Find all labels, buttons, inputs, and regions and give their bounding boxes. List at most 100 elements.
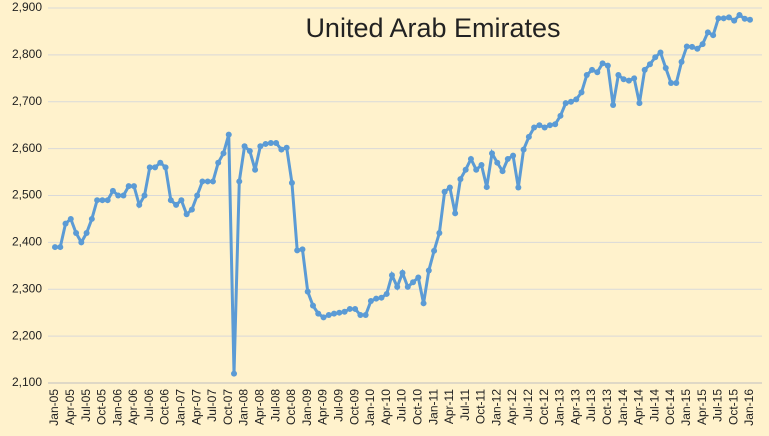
data-point [215, 159, 222, 166]
data-point [167, 197, 174, 204]
data-point [99, 197, 106, 204]
x-tick-label: Oct-15 [726, 389, 740, 425]
data-point [668, 80, 675, 86]
data-point [720, 15, 727, 22]
data-point [441, 188, 448, 195]
x-tick-label: Apr-05 [63, 389, 77, 425]
data-point [562, 100, 569, 107]
data-point [394, 283, 401, 290]
data-point [352, 305, 359, 312]
data-point [725, 14, 732, 21]
x-tick-label: Apr-11 [442, 389, 456, 424]
data-point [641, 66, 648, 73]
data-point [331, 310, 338, 317]
data-point [115, 192, 122, 199]
x-tick-label: Jan-13 [553, 389, 567, 426]
data-point [631, 75, 638, 82]
data-point [67, 215, 74, 222]
x-tick-label: Apr-09 [316, 389, 330, 425]
data-point [252, 166, 259, 173]
x-tick-label: Jul-07 [205, 389, 219, 422]
data-point [594, 69, 601, 76]
data-point [531, 124, 538, 131]
data-point [625, 77, 632, 84]
chart-title: United Arab Emirates [305, 13, 560, 43]
y-tick-label: 2,600 [12, 141, 42, 155]
y-tick-label: 2,800 [12, 47, 42, 61]
x-tick-label: Apr-07 [189, 389, 203, 425]
x-tick-label: Jul-09 [331, 389, 345, 422]
data-point [304, 288, 311, 295]
x-tick-label: Jan-11 [426, 389, 440, 425]
x-tick-label: Jul-13 [584, 389, 598, 422]
data-point [204, 178, 211, 185]
data-point [83, 230, 90, 236]
data-point [673, 80, 680, 86]
data-point [483, 184, 490, 191]
data-point [552, 121, 559, 128]
x-tick-label: Apr-12 [505, 389, 519, 425]
x-tick-label: Jul-12 [521, 389, 535, 422]
x-tick-label: Apr-06 [126, 389, 140, 425]
data-point [399, 269, 406, 276]
data-point [504, 155, 511, 162]
data-point [73, 230, 80, 236]
grid [48, 7, 762, 384]
data-point [410, 279, 417, 286]
x-tick-label: Oct-14 [663, 389, 677, 425]
data-point [373, 295, 380, 302]
data-point [736, 12, 743, 19]
data-point [741, 15, 748, 22]
data-point [283, 144, 290, 151]
data-point [267, 140, 274, 146]
data-point [615, 72, 622, 79]
data-point [678, 58, 685, 65]
data-point [657, 49, 664, 56]
data-point [388, 272, 395, 279]
data-point [510, 152, 517, 159]
data-point [109, 187, 116, 194]
y-tick-label: 2,200 [12, 328, 42, 342]
data-point [236, 178, 243, 185]
data-point [694, 45, 701, 52]
data-point [731, 17, 738, 24]
y-tick-label: 2,700 [12, 94, 42, 108]
data-point [710, 32, 717, 39]
data-point [209, 178, 216, 185]
data-point [683, 43, 690, 50]
data-point [362, 312, 369, 319]
x-tick-label: Apr-13 [568, 389, 582, 425]
x-tick-label: Oct-10 [410, 389, 424, 425]
data-point [152, 164, 159, 171]
x-tick-label: Jul-15 [711, 389, 725, 422]
data-point [589, 66, 596, 73]
data-point [494, 159, 501, 166]
x-tick-label: Oct-11 [474, 389, 488, 424]
x-tick-label: Oct-06 [158, 389, 172, 425]
x-tick-label: Oct-05 [95, 389, 109, 425]
data-point [246, 147, 253, 154]
data-point [225, 131, 232, 138]
data-point [546, 122, 553, 129]
data-point [636, 100, 643, 107]
y-tick-label: 2,100 [12, 375, 42, 389]
data-point [357, 312, 364, 319]
data-point [583, 72, 590, 79]
data-point [515, 184, 522, 191]
data-point [367, 297, 374, 304]
x-tick-label: Jul-11 [458, 389, 472, 421]
data-point [652, 54, 659, 61]
x-tick-label: Apr-10 [379, 389, 393, 425]
x-tick-label: Jan-07 [174, 389, 188, 426]
data-point [315, 310, 322, 317]
data-point [404, 283, 411, 290]
data-point [257, 143, 264, 150]
data-point [336, 309, 343, 316]
data-point [346, 305, 353, 312]
data-point [309, 302, 316, 309]
data-point [620, 76, 627, 83]
data-point [541, 124, 548, 131]
data-point [747, 16, 753, 23]
